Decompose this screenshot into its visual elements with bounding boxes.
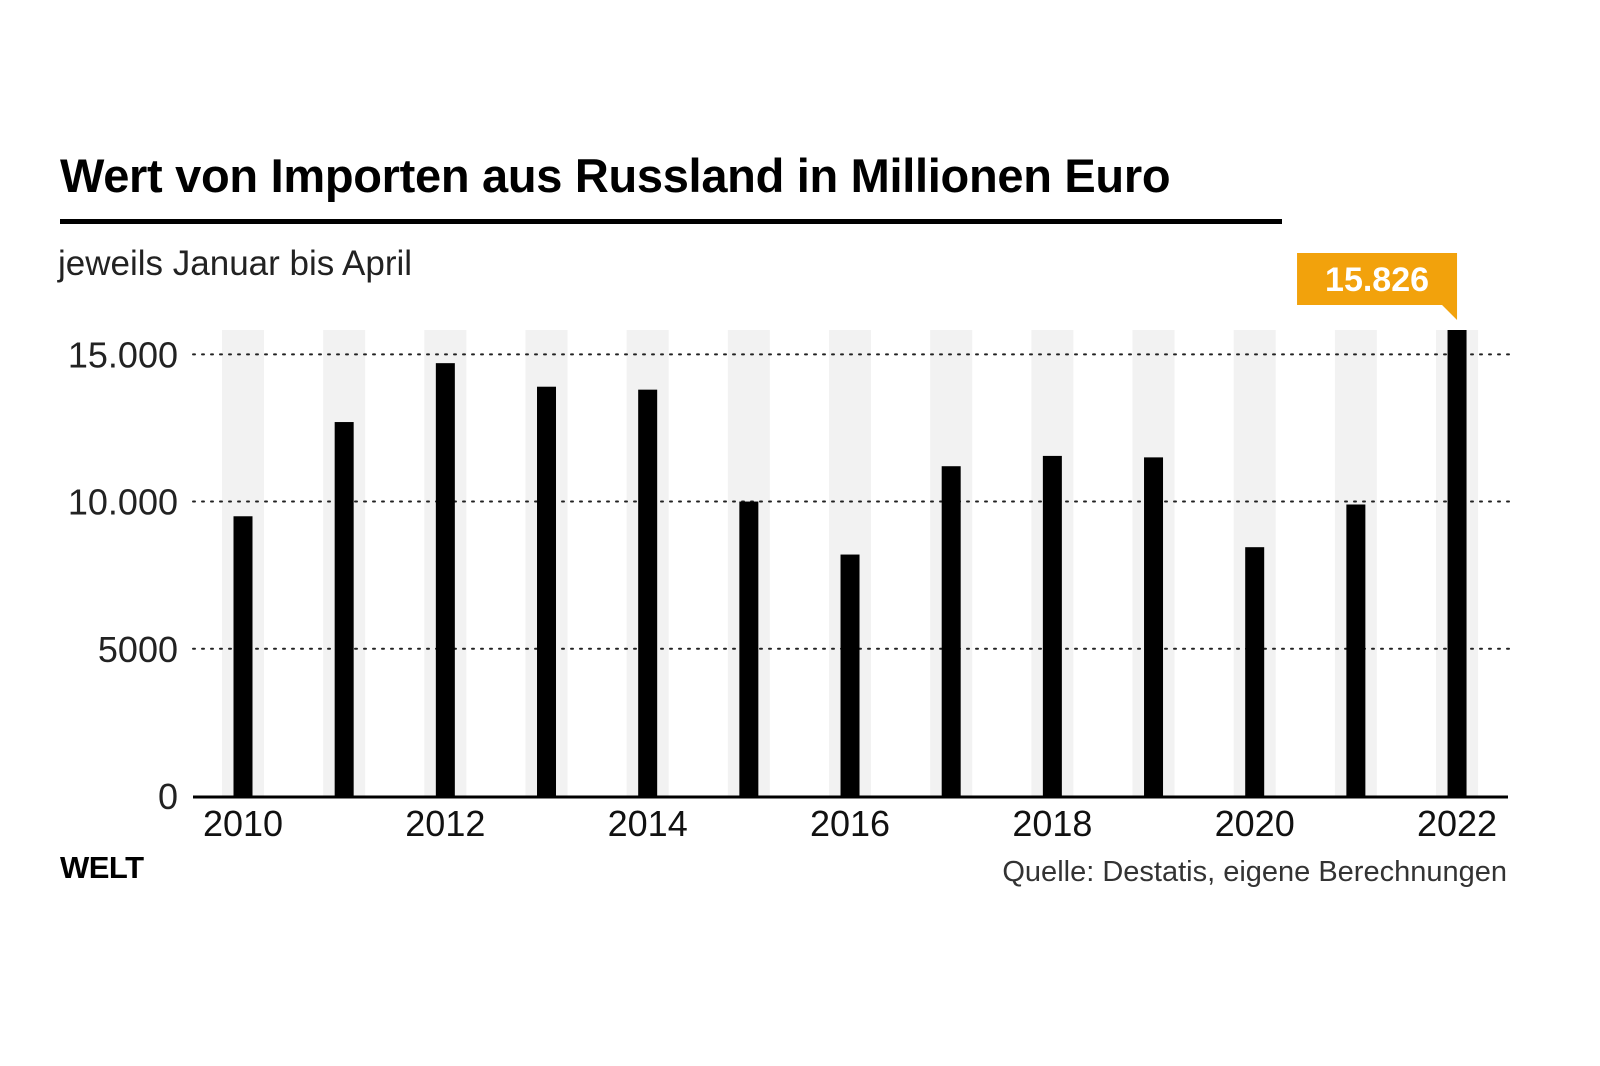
x-tick-label: 2010 (203, 803, 283, 844)
x-tick-label: 2020 (1215, 803, 1295, 844)
bar-2022 (1447, 330, 1467, 796)
bar-2018 (1042, 455, 1062, 796)
y-tick-label: 5000 (98, 629, 178, 670)
x-tick-label: 2012 (405, 803, 485, 844)
y-tick-label: 10.000 (68, 482, 178, 523)
chart-title: Wert von Importen aus Russland in Millio… (60, 149, 1171, 202)
x-tick-label: 2016 (810, 803, 890, 844)
bar-2010 (233, 516, 253, 796)
bar-2015 (739, 501, 759, 796)
bar-2013 (537, 386, 557, 796)
bar-2021 (1346, 504, 1366, 796)
x-tick-label: 2022 (1417, 803, 1497, 844)
bar-2011 (334, 422, 354, 796)
bar-2019 (1144, 457, 1164, 796)
highlight-value-label: 15.826 (1325, 261, 1429, 299)
source-note: Quelle: Destatis, eigene Berechnungen (1002, 856, 1507, 888)
x-tick-label: 2014 (608, 803, 688, 844)
bar-chart: 0 5000 10.000 15.000 2010 2012 2014 2016 2018 202… (68, 253, 1511, 844)
y-tick-label: 15.000 (68, 334, 178, 375)
bar-2012 (435, 363, 455, 796)
bar-2016 (840, 554, 860, 796)
title-underline (60, 219, 1282, 224)
y-tick-label: 0 (158, 776, 178, 817)
welt-logo: WELT (60, 850, 144, 885)
bar-2014 (638, 389, 658, 796)
bar-2017 (941, 466, 961, 796)
chart-subtitle: jeweils Januar bis April (58, 244, 413, 283)
bar-2020 (1245, 547, 1265, 796)
x-tick-label: 2018 (1012, 803, 1092, 844)
highlight-callout (1297, 253, 1458, 320)
